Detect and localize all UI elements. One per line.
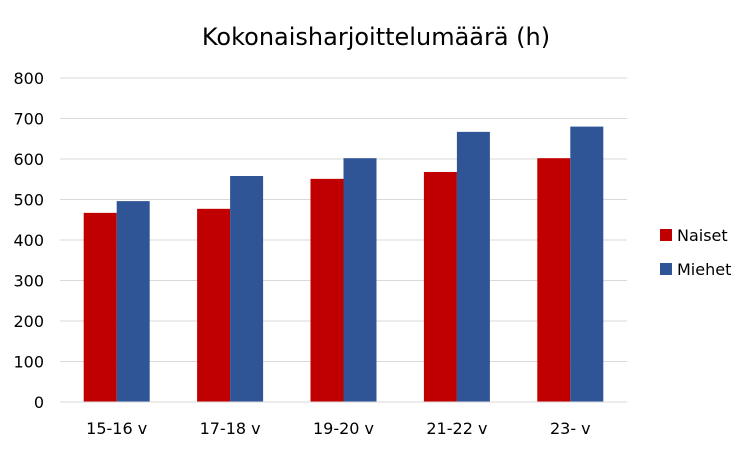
x-axis-category-labels: 15-16 v 17-18 v 19-20 v 21-22 v 23- v xyxy=(86,419,590,438)
y-tick-label: 300 xyxy=(13,272,44,291)
y-tick-label: 400 xyxy=(13,231,44,250)
bars xyxy=(83,126,604,403)
y-tick-label: 600 xyxy=(13,150,44,169)
legend: Naiset Miehet xyxy=(660,226,731,279)
legend-swatch xyxy=(660,229,672,241)
x-category-label: 23- v xyxy=(550,419,591,438)
legend-label: Naiset xyxy=(677,226,728,245)
bar-miehet xyxy=(116,201,150,402)
bar-naiset xyxy=(83,212,117,402)
bar-miehet xyxy=(570,126,604,402)
chart-title: Kokonaisharjoittelumäärä (h) xyxy=(202,23,550,51)
bar-naiset xyxy=(537,158,571,402)
legend-label: Miehet xyxy=(677,260,731,279)
bar-naiset xyxy=(310,178,344,402)
y-tick-label: 800 xyxy=(13,69,44,88)
legend-swatch xyxy=(660,263,672,275)
bar-miehet xyxy=(343,158,377,402)
x-category-label: 19-20 v xyxy=(313,419,374,438)
bar-miehet xyxy=(456,131,490,403)
x-category-label: 21-22 v xyxy=(426,419,487,438)
y-axis-tick-labels: 0 100 200 300 400 500 600 700 800 xyxy=(13,69,44,412)
y-tick-label: 0 xyxy=(34,393,44,412)
y-tick-label: 100 xyxy=(13,353,44,372)
x-category-label: 17-18 v xyxy=(200,419,261,438)
bar-naiset xyxy=(423,171,457,402)
y-tick-label: 700 xyxy=(13,110,44,129)
y-tick-label: 500 xyxy=(13,191,44,210)
bar-miehet xyxy=(230,176,264,402)
bar-naiset xyxy=(197,208,231,402)
x-category-label: 15-16 v xyxy=(86,419,147,438)
y-tick-label: 200 xyxy=(13,312,44,331)
